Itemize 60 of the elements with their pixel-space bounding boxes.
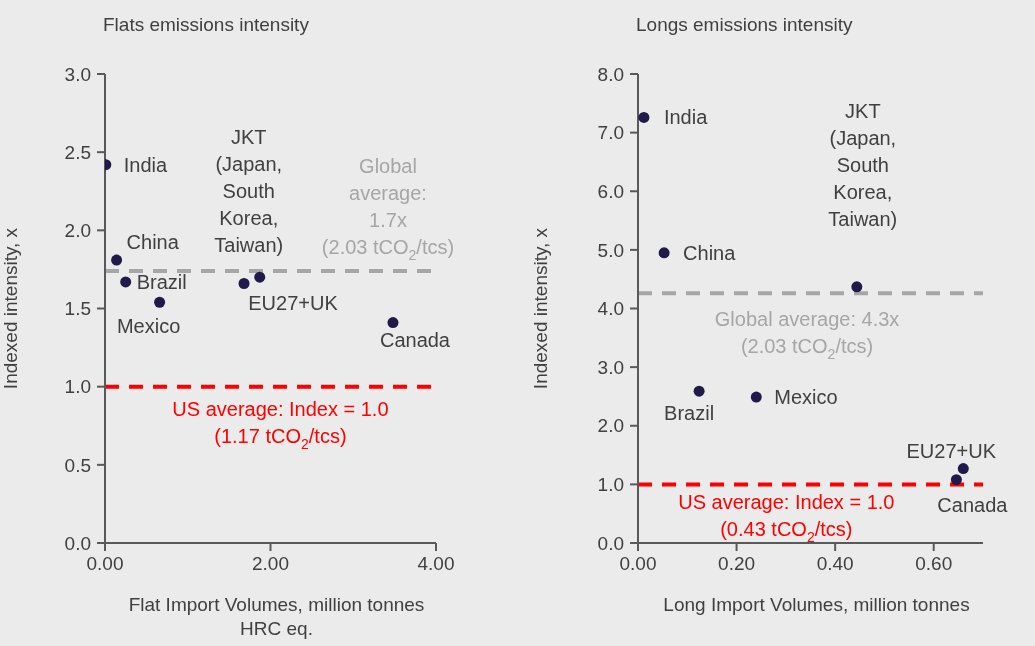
- x-tick-label: 0.40: [816, 553, 854, 575]
- x-tick-label: 0.60: [915, 553, 953, 575]
- y-tick-label: 2.0: [64, 220, 91, 242]
- y-axis-title: Indexed intensity, x: [529, 227, 551, 390]
- series-label: Mexico: [774, 386, 838, 409]
- series-label: EU27+UK: [906, 439, 997, 462]
- series-label: Brazil: [664, 402, 715, 425]
- y-axis-title: Indexed intensity, x: [0, 227, 21, 390]
- x-tick-label: 0.00: [619, 553, 657, 575]
- ref-line-label: US average: Index = 1.0 (0.43 tCO$_{2}$/tcs): [678, 491, 895, 546]
- y-tick-label: 8.0: [597, 63, 624, 85]
- point: [154, 296, 166, 308]
- y-tick-label: 1.0: [64, 376, 91, 398]
- point: [658, 247, 670, 259]
- series-label: India: [123, 153, 169, 176]
- x-tick-label: 0.20: [718, 553, 756, 575]
- x-axis-title: Long Import Volumes, million tonnes: [662, 593, 971, 617]
- y-tick-label: 2.5: [64, 141, 91, 163]
- y-tick-label: 0.5: [64, 454, 91, 476]
- y-tick-label: 0.0: [597, 532, 624, 554]
- series-label: JKT (Japan, South Korea, Taiwan): [214, 126, 284, 257]
- y-tick-label: 0.0: [64, 532, 91, 554]
- point: [693, 385, 705, 397]
- y-tick-label: 6.0: [597, 180, 624, 202]
- point: [851, 281, 863, 293]
- point: [950, 474, 962, 486]
- text: JKT (Japan, South Korea, Taiwan): [828, 99, 898, 230]
- series-label: China: [683, 241, 737, 264]
- x-tick-label: 2.00: [252, 553, 289, 575]
- chart-title: Flats emissions intensity: [103, 14, 309, 36]
- point: [750, 391, 762, 403]
- series-label: Mexico: [116, 315, 181, 338]
- point: [238, 277, 250, 289]
- point: [254, 271, 266, 283]
- series-label: EU27+UK: [248, 292, 339, 315]
- y-tick-label: 2.0: [597, 415, 624, 437]
- series-label: China: [126, 231, 180, 254]
- x-tick-label: 0.00: [86, 553, 124, 575]
- point: [638, 111, 650, 123]
- y-tick-label: 4.0: [597, 298, 624, 320]
- ref-line-label: Global average: 1.7x (2.03 tCO$_{2}$/tcs): [321, 154, 455, 263]
- y-tick-label: 7.0: [597, 122, 624, 144]
- y-tick-label: 3.0: [597, 356, 624, 378]
- y-tick-label: 5.0: [597, 239, 624, 261]
- chart-title: Longs emissions intensity: [636, 14, 853, 36]
- point: [111, 254, 123, 266]
- series-label: Brazil: [136, 270, 187, 293]
- y-tick-label: 1.5: [64, 298, 91, 320]
- point: [387, 317, 399, 329]
- y-tick-label: 1.0: [597, 474, 624, 496]
- point: [120, 276, 132, 288]
- series-label: India: [663, 106, 709, 129]
- ref-line-label: Global average: 4.3x (2.03 tCO$_{2}$/tcs): [714, 308, 900, 363]
- x-tick-label: 4.00: [417, 553, 455, 575]
- y-tick-label: 3.0: [64, 63, 91, 85]
- x-axis-title: Flat Import Volumes, million tonnes HRC eq.: [127, 593, 426, 641]
- ref-line-label: US average: Index = 1.0 (1.17 tCO$_{2}$/tcs): [172, 397, 389, 452]
- series-label: Canada: [379, 328, 451, 351]
- series-label: Canada: [937, 493, 1009, 516]
- point: [957, 463, 969, 475]
